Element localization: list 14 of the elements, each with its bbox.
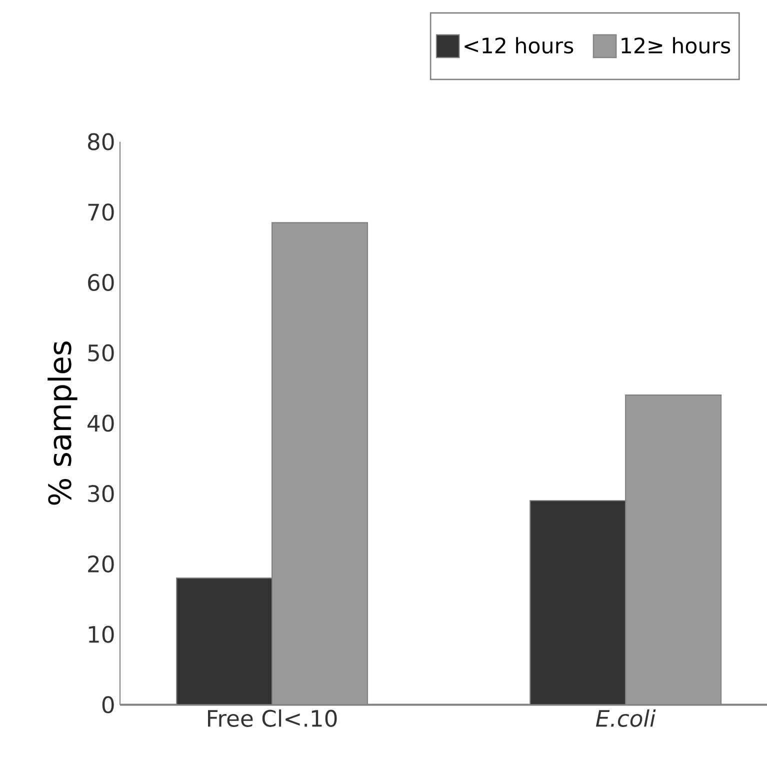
y-tick-label: 30 [88, 484, 114, 502]
x-tick-label: E.coli [596, 709, 656, 727]
y-tick-label: 50 [88, 344, 114, 362]
y-tick-label: 20 [88, 555, 114, 573]
y-tick-label: 60 [88, 274, 114, 292]
y-tick-label: 40 [88, 414, 114, 432]
legend-label: <12 hours [464, 37, 574, 54]
y-tick-label: 70 [88, 204, 114, 221]
y-axis-title: % samples [48, 342, 78, 505]
y-tick-label: 80 [88, 133, 114, 150]
y-tick-label: 10 [88, 626, 114, 643]
legend-label: 12≥ hours [622, 37, 730, 54]
x-tick-label: Free Cl<.10 [208, 709, 337, 727]
y-tick-label: 0 [102, 696, 114, 714]
